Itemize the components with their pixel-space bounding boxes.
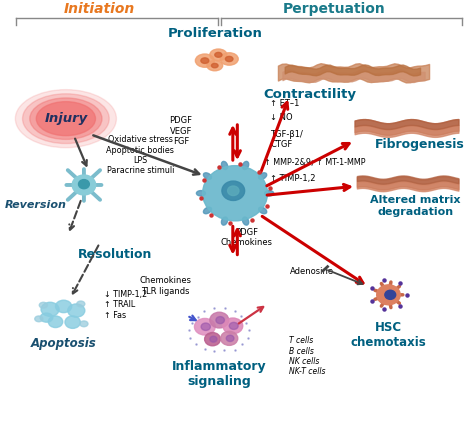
Ellipse shape	[202, 166, 267, 221]
Ellipse shape	[48, 316, 63, 328]
Ellipse shape	[72, 175, 96, 195]
Ellipse shape	[210, 312, 229, 328]
Ellipse shape	[210, 49, 227, 61]
Ellipse shape	[221, 162, 228, 170]
Ellipse shape	[207, 61, 223, 71]
Ellipse shape	[23, 94, 109, 144]
Text: Fibrogenesis: Fibrogenesis	[375, 138, 465, 151]
Text: HSC
chemotaxis: HSC chemotaxis	[351, 321, 426, 349]
Text: Oxidative stress
Apoptotic bodies
LPS
Paracrine stimuli: Oxidative stress Apoptotic bodies LPS Pa…	[106, 135, 174, 176]
Ellipse shape	[194, 318, 215, 335]
FancyArrowPatch shape	[68, 170, 82, 183]
Ellipse shape	[377, 285, 400, 305]
Text: TGF-β1/
CTGF: TGF-β1/ CTGF	[270, 130, 303, 149]
Text: Adenosine: Adenosine	[290, 267, 334, 276]
FancyArrowPatch shape	[389, 282, 391, 292]
FancyArrowPatch shape	[86, 187, 100, 200]
Ellipse shape	[264, 190, 273, 196]
Ellipse shape	[203, 207, 211, 214]
Text: Apoptosis: Apoptosis	[31, 337, 97, 350]
Ellipse shape	[226, 335, 234, 341]
Ellipse shape	[221, 217, 228, 225]
Text: Chemokines
TLR ligands: Chemokines TLR ligands	[139, 276, 191, 296]
Ellipse shape	[36, 102, 95, 136]
Ellipse shape	[41, 302, 59, 316]
Text: Resolution: Resolution	[78, 248, 153, 261]
Ellipse shape	[77, 301, 85, 307]
Ellipse shape	[15, 89, 117, 148]
Text: PDGF
Chemokines: PDGF Chemokines	[220, 228, 273, 247]
Text: ↓ TIMP-1,2
↑ TRAIL
↑ Fas: ↓ TIMP-1,2 ↑ TRAIL ↑ Fas	[104, 290, 147, 320]
FancyArrowPatch shape	[375, 290, 386, 294]
FancyArrowPatch shape	[389, 298, 391, 307]
FancyArrowPatch shape	[86, 170, 100, 183]
Ellipse shape	[223, 318, 243, 334]
Text: Reversion: Reversion	[5, 200, 66, 210]
Ellipse shape	[220, 53, 238, 65]
Text: T cells
B cells
NK cells
NK-T cells: T cells B cells NK cells NK-T cells	[289, 336, 326, 377]
Ellipse shape	[259, 207, 267, 214]
Text: ↑ TIMP-1,2: ↑ TIMP-1,2	[270, 174, 316, 183]
Ellipse shape	[68, 304, 85, 317]
Ellipse shape	[215, 53, 222, 57]
Ellipse shape	[203, 173, 211, 179]
Ellipse shape	[201, 58, 209, 64]
Ellipse shape	[220, 331, 238, 346]
Text: ↓ NO: ↓ NO	[270, 113, 293, 122]
FancyArrowPatch shape	[382, 284, 387, 293]
Ellipse shape	[222, 181, 245, 201]
Ellipse shape	[205, 332, 220, 346]
FancyArrowPatch shape	[391, 296, 400, 303]
FancyArrowPatch shape	[68, 187, 82, 200]
Ellipse shape	[35, 316, 43, 322]
Ellipse shape	[228, 186, 239, 195]
Text: Inflammatory
signaling: Inflammatory signaling	[172, 360, 266, 388]
Text: Injury: Injury	[44, 112, 88, 125]
Text: Initiation: Initiation	[64, 2, 136, 16]
Ellipse shape	[195, 54, 214, 67]
Text: ↑ ET–1: ↑ ET–1	[270, 99, 300, 108]
FancyArrowPatch shape	[382, 297, 387, 306]
Text: Proliferation: Proliferation	[167, 28, 262, 40]
Ellipse shape	[196, 190, 206, 196]
Ellipse shape	[201, 323, 210, 330]
Ellipse shape	[259, 173, 267, 179]
Ellipse shape	[80, 321, 88, 327]
FancyArrowPatch shape	[391, 286, 400, 293]
Ellipse shape	[216, 317, 225, 324]
Ellipse shape	[211, 64, 218, 68]
Ellipse shape	[385, 290, 396, 299]
Text: Perpetuation: Perpetuation	[283, 2, 386, 16]
Ellipse shape	[39, 302, 47, 308]
Ellipse shape	[55, 300, 72, 312]
Ellipse shape	[79, 180, 89, 189]
Text: ↑ MMP-2&9; ↑ MT-1-MMP: ↑ MMP-2&9; ↑ MT-1-MMP	[264, 158, 366, 167]
FancyArrowPatch shape	[375, 296, 386, 299]
Ellipse shape	[210, 336, 217, 342]
Ellipse shape	[40, 313, 53, 322]
Ellipse shape	[30, 98, 102, 139]
Text: Contractility: Contractility	[263, 88, 356, 100]
Text: PDGF
VEGF
FGF: PDGF VEGF FGF	[169, 116, 192, 146]
Ellipse shape	[65, 316, 80, 328]
Ellipse shape	[243, 162, 249, 170]
Ellipse shape	[229, 322, 238, 329]
Text: Altered matrix
degradation: Altered matrix degradation	[370, 195, 461, 217]
Ellipse shape	[226, 56, 233, 61]
Ellipse shape	[243, 217, 249, 225]
